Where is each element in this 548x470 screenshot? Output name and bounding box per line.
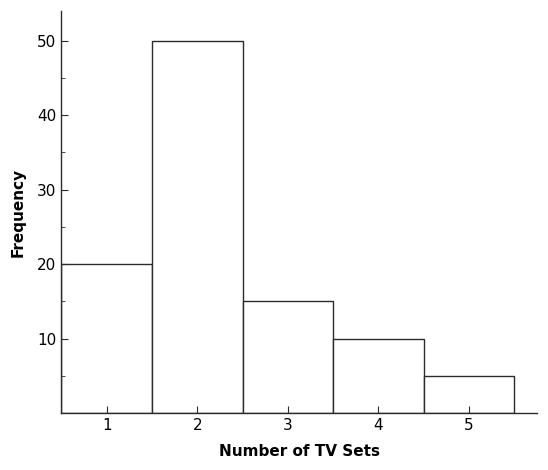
Y-axis label: Frequency: Frequency <box>11 167 26 257</box>
Bar <box>61 264 152 413</box>
Bar <box>152 41 243 413</box>
Bar <box>424 376 514 413</box>
X-axis label: Number of TV Sets: Number of TV Sets <box>219 444 380 459</box>
Bar <box>243 301 333 413</box>
Bar <box>333 338 424 413</box>
